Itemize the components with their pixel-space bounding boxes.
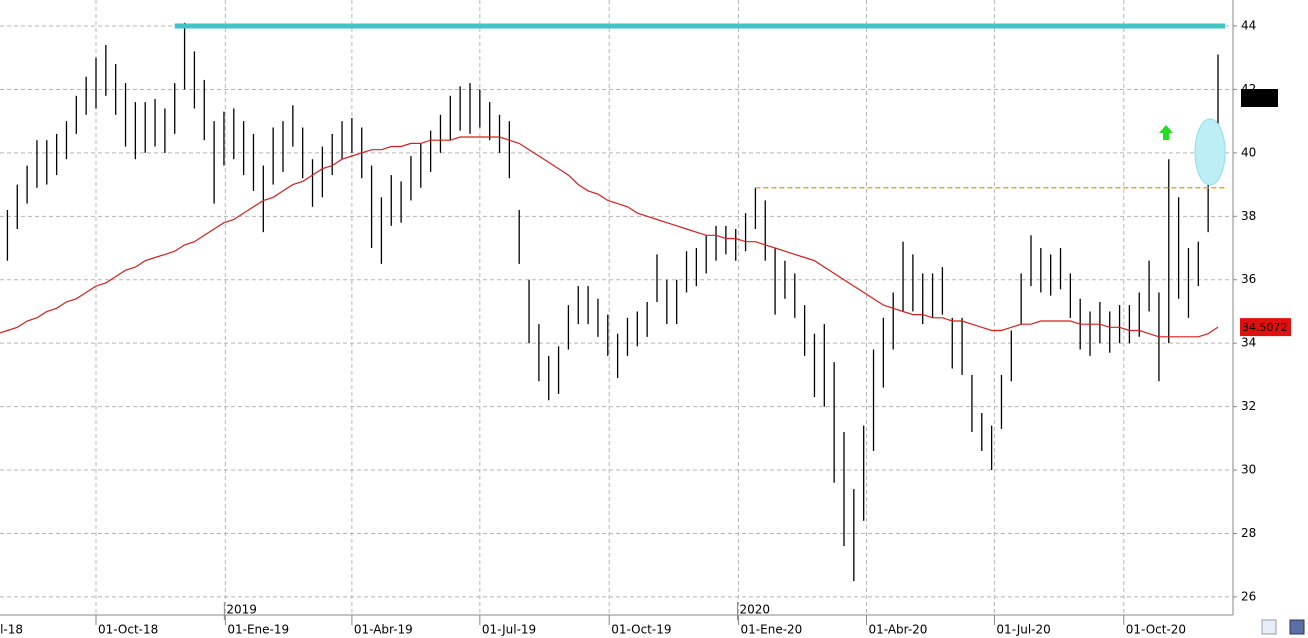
y-tick-label: 34 xyxy=(1241,336,1256,350)
ma-value-tag xyxy=(1240,318,1291,337)
x-tick-label: 01-Ene-20 xyxy=(741,623,803,637)
last-price-tag xyxy=(1241,89,1278,107)
x-tick-label: 01-Jul-18 xyxy=(0,623,23,637)
moving-average xyxy=(0,136,1219,338)
y-tick-label: 26 xyxy=(1241,589,1256,603)
highlight-ellipse xyxy=(1194,118,1226,186)
y-tick-label: 36 xyxy=(1241,272,1256,286)
refresh-button[interactable] xyxy=(1261,619,1277,635)
x-tick-label: 01-Oct-20 xyxy=(1126,623,1186,637)
x-tick-label: 01-Abr-19 xyxy=(354,623,413,637)
y-tick-label: 40 xyxy=(1241,145,1256,159)
y-tick-label: 30 xyxy=(1241,463,1256,477)
x-tick-label: 01-Abr-20 xyxy=(868,623,927,637)
x-tick-label: 01-Jul-20 xyxy=(996,623,1050,637)
x-tick-label: 01-Oct-19 xyxy=(611,623,671,637)
ma-value-label: 34.5072 xyxy=(1242,321,1288,334)
y-tick-label: 38 xyxy=(1241,209,1256,223)
plot-area xyxy=(0,0,1232,615)
y-tick-label: 32 xyxy=(1241,399,1256,413)
x-tick-label: 01-Oct-18 xyxy=(98,623,158,637)
year-label: 2020 xyxy=(740,603,771,617)
y-tick-label: 44 xyxy=(1241,19,1256,33)
up-arrow xyxy=(1159,125,1173,140)
save-button[interactable] xyxy=(1289,619,1305,635)
x-tick-label: 01-Jul-19 xyxy=(482,623,536,637)
year-label: 2019 xyxy=(226,603,257,617)
y-tick-label: 28 xyxy=(1241,526,1256,540)
y-tick-label: 42 xyxy=(1241,82,1256,96)
x-tick-label: 01-Ene-19 xyxy=(227,623,289,637)
